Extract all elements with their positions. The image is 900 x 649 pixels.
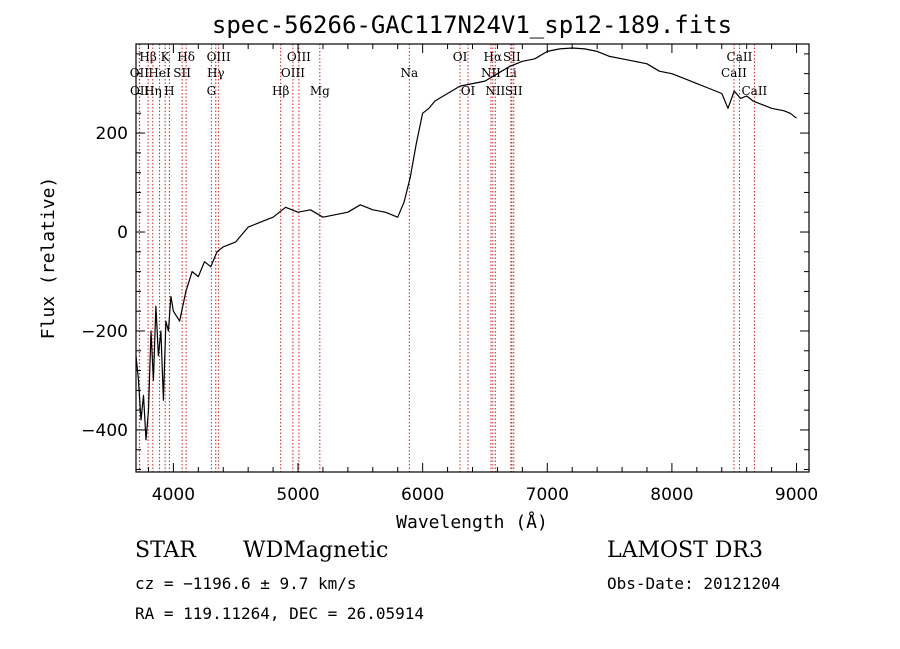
line-marker-label: Hβ <box>272 84 289 98</box>
x-axis: 4000 5000 6000 7000 8000 9000 <box>147 44 818 505</box>
sky-coordinates: RA = 119.11264, DEC = 26.05914 <box>135 604 424 623</box>
y-axis-label: Flux (relative) <box>38 177 59 340</box>
line-marker-label: OIII <box>281 66 305 80</box>
redshift-velocity: cz = −1196.6 ± 9.7 km/s <box>135 574 357 593</box>
line-marker-label: OI <box>453 50 468 64</box>
y-tick-label: 200 <box>96 124 128 144</box>
line-marker-label: CaII <box>727 50 753 64</box>
line-marker-label: Hδ <box>177 50 195 64</box>
line-marker-label: Hα <box>484 50 503 64</box>
line-marker-label: CaII <box>741 84 767 98</box>
survey-name: LAMOST DR3 <box>607 538 763 563</box>
x-tick-label: 6000 <box>401 485 444 505</box>
line-marker-label: NII <box>485 84 505 98</box>
line-marker-label: OI <box>461 84 476 98</box>
y-axis: −400 −200 0 200 <box>81 53 809 471</box>
x-tick-label: 4000 <box>152 485 195 505</box>
line-marker-label: Na <box>400 66 418 80</box>
line-marker-label: SII <box>505 84 523 98</box>
line-marker-label: CaII <box>721 66 747 80</box>
object-class: STAR <box>135 538 196 563</box>
line-marker-label: K <box>161 50 171 64</box>
observation-date: Obs-Date: 20121204 <box>607 574 781 593</box>
line-marker-label: H <box>164 84 174 98</box>
line-marker-label: OII <box>130 84 150 98</box>
line-marker-label: OIII <box>287 50 311 64</box>
line-marker-label: Hη <box>144 84 162 98</box>
line-marker-label: HeI <box>148 66 171 80</box>
line-marker-label: Hβ <box>139 50 156 64</box>
x-tick-label: 7000 <box>526 485 569 505</box>
y-tick-label: 0 <box>117 223 128 243</box>
y-tick-label: −200 <box>81 322 128 342</box>
x-axis-label: Wavelength (Å) <box>396 511 548 533</box>
line-marker-label: OIII <box>207 50 231 64</box>
x-tick-label: 9000 <box>775 485 818 505</box>
line-marker-label: SII <box>503 50 521 64</box>
line-marker-label: G <box>207 84 217 98</box>
object-subclass: WDMagnetic <box>243 538 389 563</box>
series-line-0 <box>135 47 797 441</box>
line-marker-label: SII <box>173 66 191 80</box>
line-marker-label: NII <box>481 66 501 80</box>
plot-frame <box>135 43 810 473</box>
line-marker-label: Li <box>505 66 517 80</box>
x-tick-label: 5000 <box>276 485 319 505</box>
x-tick-label: 8000 <box>650 485 693 505</box>
line-marker-label: Mg <box>310 84 330 98</box>
series-group <box>135 47 797 441</box>
y-tick-label: −400 <box>81 421 128 441</box>
line-marker-label: Hγ <box>207 66 225 80</box>
chart-title: spec-56266-GAC117N24V1_sp12-189.fits <box>212 11 732 39</box>
